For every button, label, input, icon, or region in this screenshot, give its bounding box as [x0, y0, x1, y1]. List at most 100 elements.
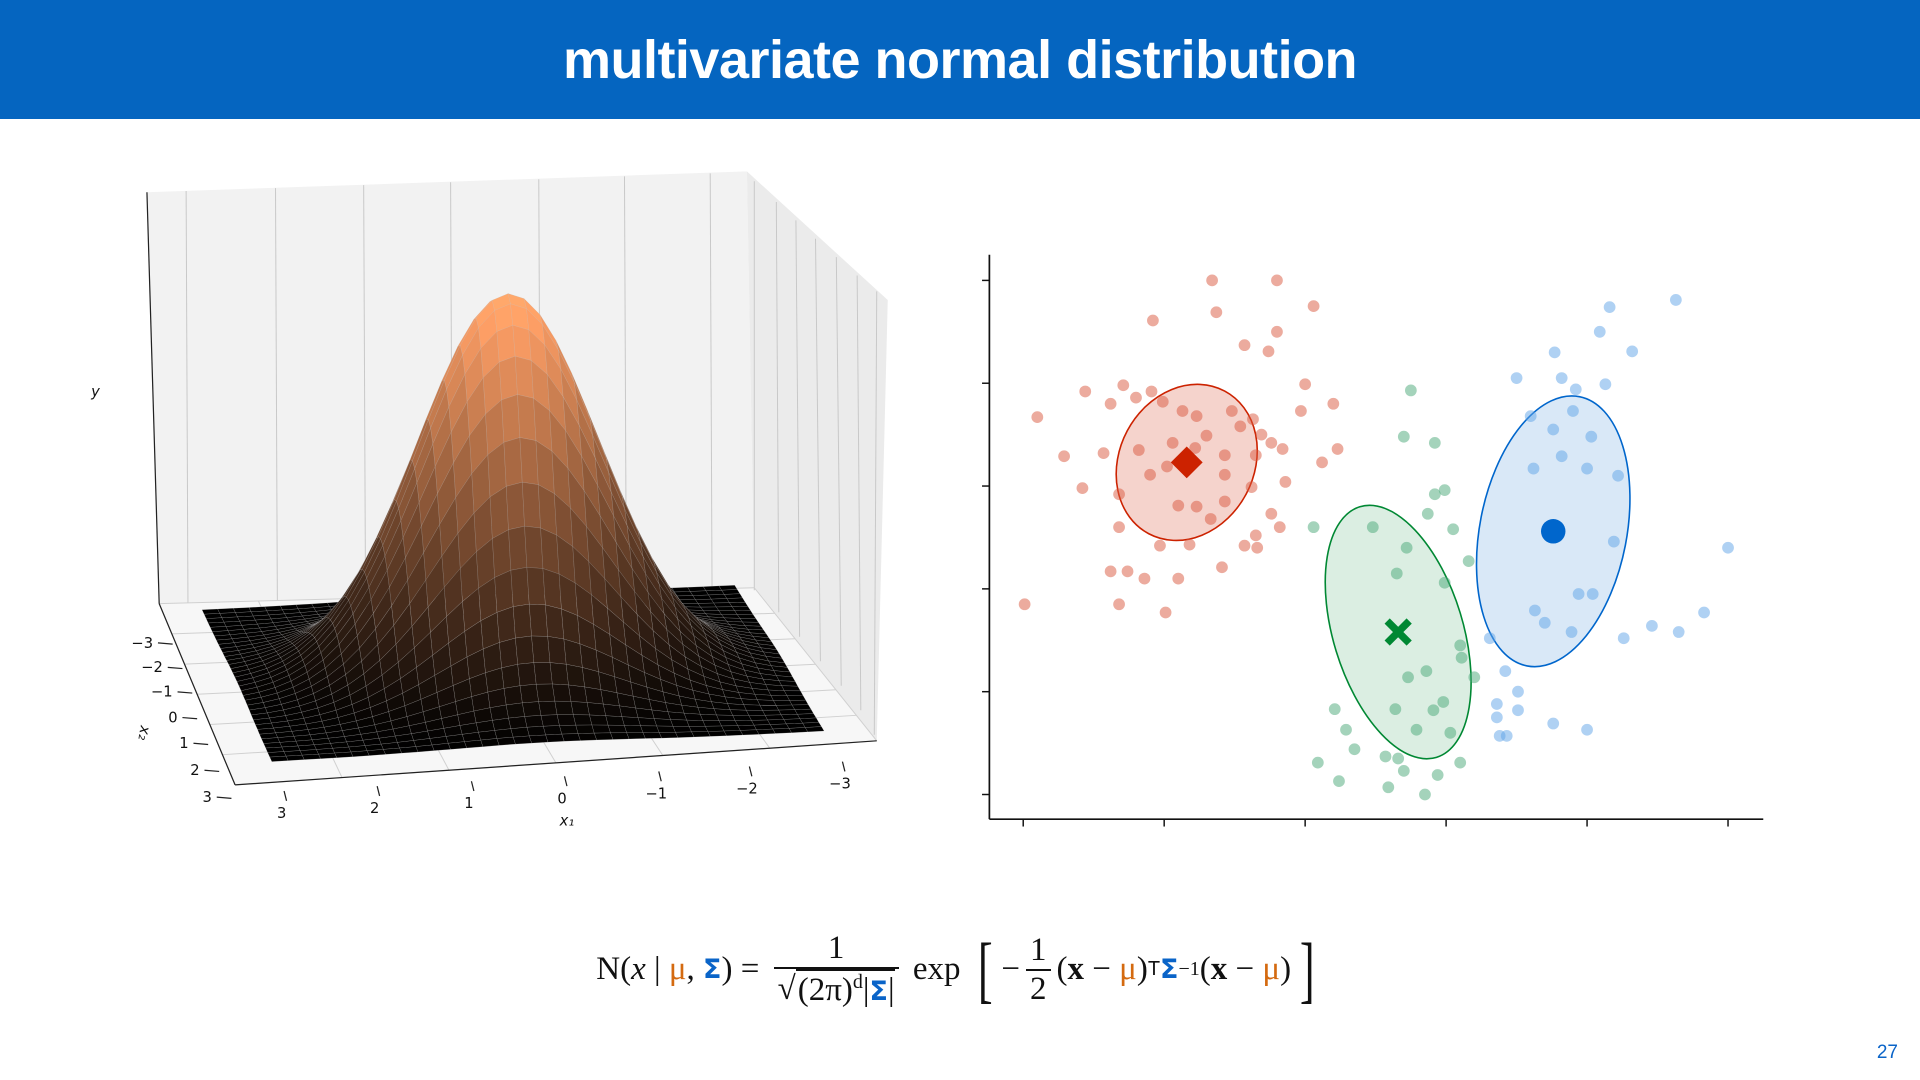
formula-paren: ( — [1199, 951, 1211, 987]
abs-bar: | — [887, 972, 895, 1008]
fraction-denominator: √ (2π)d|Σ| — [774, 969, 899, 1009]
data-point — [1379, 750, 1392, 763]
data-point — [1249, 449, 1262, 462]
data-point — [1247, 413, 1259, 426]
surface-facet — [804, 726, 825, 733]
data-point — [1455, 651, 1468, 664]
surface-facet — [656, 725, 676, 733]
side-gridline — [873, 291, 878, 735]
data-point — [1438, 576, 1451, 589]
x2-tick-label: 2 — [190, 762, 199, 779]
surface-facet — [522, 701, 542, 717]
surface-facet — [540, 714, 560, 727]
surface-facet — [679, 599, 699, 604]
x2-tick — [177, 691, 193, 694]
surface-facet — [721, 725, 741, 732]
data-point — [1548, 346, 1561, 359]
formula-x-bold: x — [1067, 951, 1085, 987]
surface-facet — [535, 683, 556, 702]
data-point — [1419, 788, 1431, 801]
data-point — [1572, 588, 1585, 600]
surface-facet — [529, 734, 549, 744]
surface-facet — [475, 720, 495, 733]
x1-tick — [470, 781, 475, 792]
data-point — [1527, 462, 1540, 475]
x2-tick-label: 3 — [202, 789, 211, 806]
formula-n: N — [596, 951, 621, 987]
surface-facet — [514, 355, 534, 399]
surface-facet — [552, 683, 572, 702]
data-point — [1210, 306, 1223, 319]
x1-tick — [658, 771, 662, 782]
data-point — [1238, 339, 1251, 352]
surface-facet — [786, 695, 807, 701]
data-point — [1273, 521, 1286, 534]
surface-facet — [517, 394, 537, 441]
surface-facet — [512, 324, 532, 361]
fraction-line — [1026, 968, 1051, 971]
two-pi: (2π) — [797, 972, 853, 1008]
data-point — [1390, 567, 1403, 580]
x1-tick-label: −3 — [829, 776, 851, 793]
surface-facet — [589, 714, 609, 726]
left-bracket: [ — [977, 928, 993, 1011]
z-axis-label: y — [90, 384, 100, 401]
data-point — [1265, 436, 1278, 449]
data-point — [1581, 462, 1593, 475]
surface-facet — [512, 735, 533, 745]
data-point — [1529, 604, 1541, 617]
surface-facet — [528, 603, 548, 637]
surface-facet — [700, 606, 720, 612]
data-point — [1249, 529, 1262, 542]
data-point — [1567, 405, 1579, 417]
data-point — [1316, 456, 1328, 469]
surface-facet — [586, 702, 607, 716]
scatter-plot — [982, 254, 1764, 827]
fraction-line — [773, 967, 899, 969]
data-point — [1547, 423, 1560, 436]
x2-axis-line — [158, 603, 236, 786]
surface-facet — [512, 603, 532, 639]
data-point — [1512, 704, 1524, 717]
data-point — [1097, 447, 1110, 460]
inverse-sup: −1 — [1178, 958, 1200, 980]
surface-facet — [640, 725, 660, 733]
surface-facet — [269, 755, 289, 762]
x2-tick-label: −3 — [131, 635, 153, 652]
surface-facet — [762, 709, 782, 716]
surface-facet — [729, 709, 750, 716]
surface-facet — [781, 685, 801, 692]
half-numerator: 1 — [1030, 931, 1047, 968]
x2-tick — [157, 642, 173, 645]
dim-exponent: d — [852, 971, 863, 993]
x2-tick-label: 0 — [168, 709, 177, 726]
data-point — [1555, 372, 1568, 384]
data-point — [1490, 698, 1503, 710]
data-point — [1189, 442, 1202, 454]
data-point — [1646, 620, 1658, 632]
surface-facet — [723, 730, 744, 737]
data-point — [1307, 300, 1320, 312]
data-point — [1397, 430, 1410, 443]
data-point — [1154, 539, 1166, 552]
data-point — [1104, 565, 1117, 578]
formula-minus: − — [1001, 951, 1020, 987]
surface-facet — [621, 716, 641, 727]
surface-facet — [519, 437, 539, 485]
surface-facet — [549, 662, 569, 686]
data-point — [1437, 696, 1450, 708]
surface-facet — [770, 695, 790, 701]
surface-facet — [778, 680, 799, 687]
data-point — [1603, 301, 1616, 314]
data-point — [1444, 726, 1457, 739]
back-gridline — [185, 191, 189, 603]
surface-facet — [464, 739, 484, 749]
transpose-sup: T — [1147, 958, 1161, 980]
data-point — [1447, 523, 1460, 536]
surface-facet — [789, 699, 809, 706]
surface-facet — [487, 688, 507, 709]
side-gridline — [856, 275, 862, 711]
surface-facet — [605, 715, 625, 726]
surface-facet — [515, 635, 535, 665]
data-point — [1262, 345, 1275, 358]
